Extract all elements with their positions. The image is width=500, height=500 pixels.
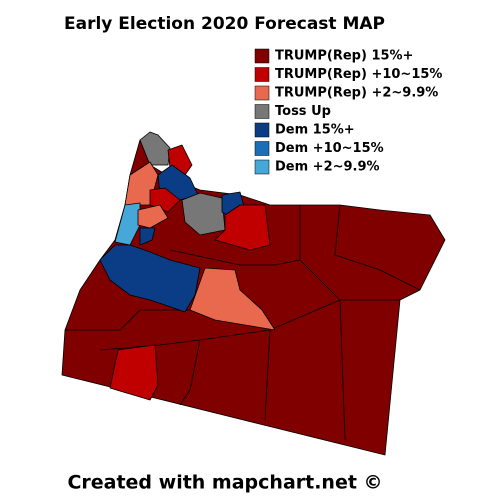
county: [189, 267, 276, 331]
county: [139, 227, 156, 246]
counties: [61, 131, 446, 456]
county-border: [65, 309, 200, 331]
legend-swatch: [254, 67, 270, 82]
legend-swatch: [254, 159, 270, 175]
legend-swatch: [254, 85, 270, 101]
county: [109, 344, 159, 401]
county: [137, 204, 169, 229]
county: [214, 204, 271, 251]
legend-label: Dem +2~9.9%: [275, 160, 380, 175]
county-border: [339, 299, 346, 441]
legend: TRUMP(Rep) 15%+ TRUMP(Rep) +10~15% TRUMP(R…: [254, 48, 442, 175]
county-border: [199, 299, 400, 341]
footer: Created with mapchart.net ©: [67, 472, 382, 494]
county-border: [179, 339, 201, 406]
legend-label: Toss Up: [275, 104, 331, 119]
legend-label: Dem 15%+: [275, 123, 355, 138]
legend-swatch: [254, 48, 270, 64]
county: [114, 202, 141, 246]
legend-label: TRUMP(Rep) 15%+: [275, 49, 413, 64]
legend-swatch: [254, 122, 270, 138]
county: [61, 139, 446, 456]
legend-swatch: [254, 104, 270, 119]
legend-label: Dem +10~15%: [275, 141, 384, 156]
county-border: [264, 329, 271, 421]
county-border: [99, 339, 201, 351]
legend-swatch: [254, 141, 270, 156]
legend-label: TRUMP(Rep) +10~15%: [275, 67, 442, 82]
county-border: [169, 249, 301, 266]
county-border: [334, 204, 421, 291]
legend-label: TRUMP(Rep) +2~9.9%: [275, 86, 438, 101]
map-title: Early Election 2020 Forecast MAP: [64, 14, 385, 34]
